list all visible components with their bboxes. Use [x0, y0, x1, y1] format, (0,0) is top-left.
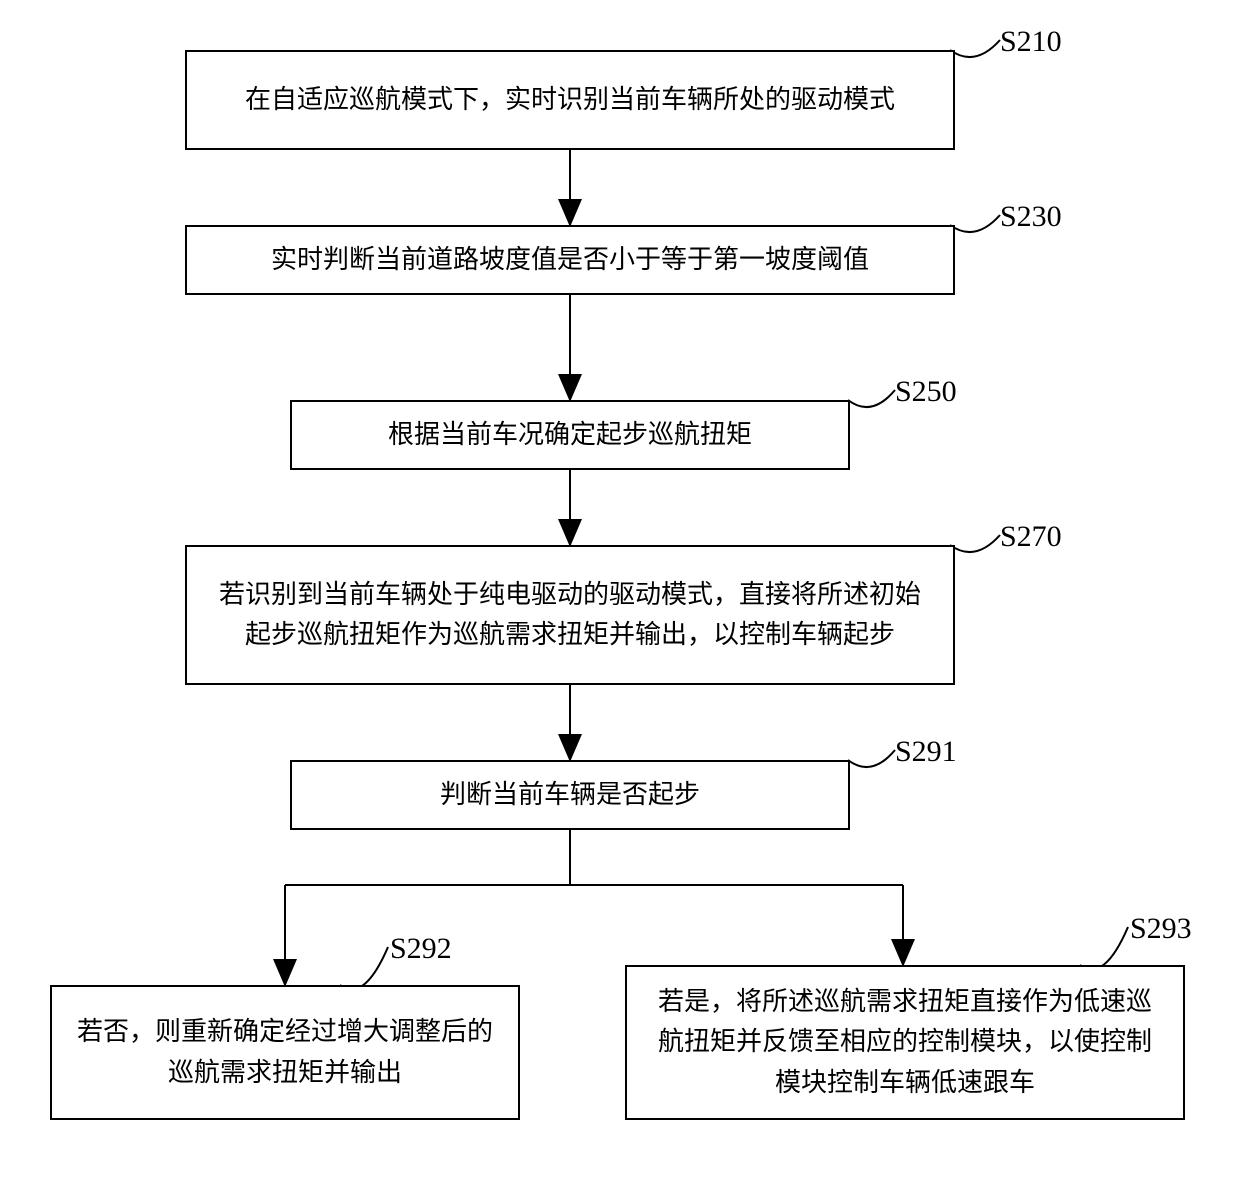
label-leader-s270 [950, 535, 1000, 552]
label-leader-s293 [1080, 927, 1128, 969]
node-text-s230: 实时判断当前道路坡度值是否小于等于第一坡度阈值 [271, 240, 869, 280]
node-text-s291: 判断当前车辆是否起步 [440, 775, 700, 815]
node-text-s292: 若否，则重新确定经过增大调整后的巡航需求扭矩并输出 [72, 1012, 498, 1093]
flowchart-node-s291: 判断当前车辆是否起步 [290, 760, 850, 830]
label-leader-s210 [950, 40, 1000, 57]
flowchart-node-s293: 若是，将所述巡航需求扭矩直接作为低速巡航扭矩并反馈至相应的控制模块，以使控制模块… [625, 965, 1185, 1120]
node-text-s250: 根据当前车况确定起步巡航扭矩 [388, 415, 752, 455]
node-text-s293: 若是，将所述巡航需求扭矩直接作为低速巡航扭矩并反馈至相应的控制模块，以使控制模块… [647, 982, 1163, 1103]
node-text-s270: 若识别到当前车辆处于纯电驱动的驱动模式，直接将所述初始起步巡航扭矩作为巡航需求扭… [207, 575, 933, 656]
step-label-s230: S230 [1000, 200, 1062, 234]
label-leader-s292 [340, 947, 388, 989]
label-leader-s250 [848, 390, 895, 407]
flowchart-node-s230: 实时判断当前道路坡度值是否小于等于第一坡度阈值 [185, 225, 955, 295]
flowchart-node-s270: 若识别到当前车辆处于纯电驱动的驱动模式，直接将所述初始起步巡航扭矩作为巡航需求扭… [185, 545, 955, 685]
flowchart-container: 在自适应巡航模式下，实时识别当前车辆所处的驱动模式 S210 实时判断当前道路坡度值… [0, 0, 1240, 1181]
step-label-s292: S292 [390, 932, 452, 966]
step-label-s270: S270 [1000, 520, 1062, 554]
flowchart-node-s250: 根据当前车况确定起步巡航扭矩 [290, 400, 850, 470]
label-leader-s230 [950, 215, 1000, 232]
step-label-s291: S291 [895, 735, 957, 769]
step-label-s250: S250 [895, 375, 957, 409]
node-text-s210: 在自适应巡航模式下，实时识别当前车辆所处的驱动模式 [245, 80, 895, 120]
step-label-s293: S293 [1130, 912, 1192, 946]
step-label-s210: S210 [1000, 25, 1062, 59]
flowchart-node-s210: 在自适应巡航模式下，实时识别当前车辆所处的驱动模式 [185, 50, 955, 150]
label-leader-s291 [848, 750, 895, 767]
flowchart-node-s292: 若否，则重新确定经过增大调整后的巡航需求扭矩并输出 [50, 985, 520, 1120]
